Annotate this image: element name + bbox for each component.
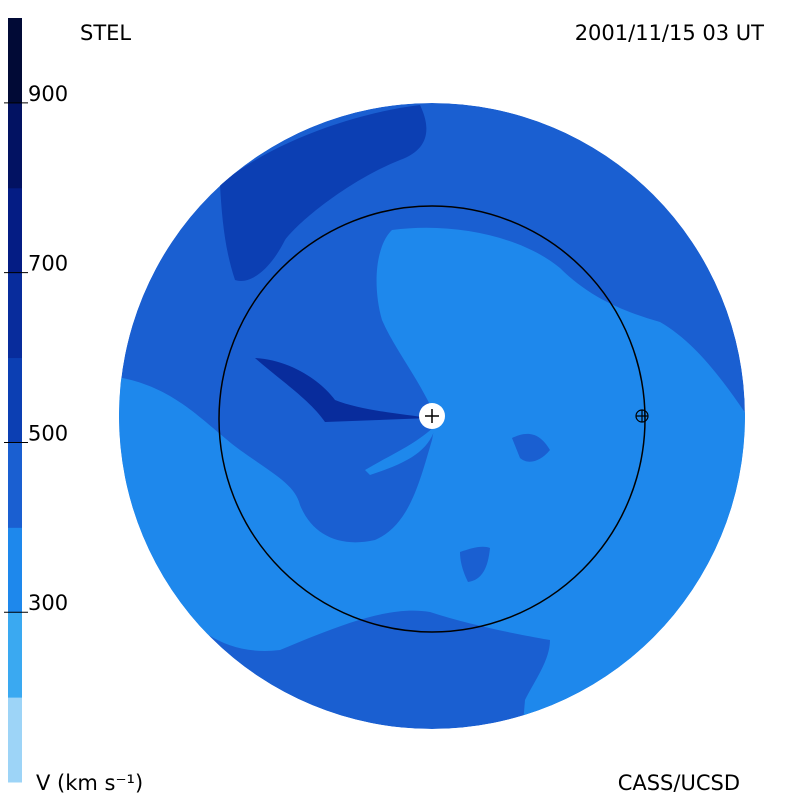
- colorbar-band: [8, 697, 22, 783]
- map-region: [460, 546, 490, 582]
- colorbar-band: [8, 612, 22, 698]
- map-region: [119, 227, 745, 729]
- earth-orbit: [218, 205, 646, 633]
- colorbar-band: [8, 18, 22, 104]
- chart-subtitle: 2001/11/15 03 UT: [575, 21, 764, 45]
- colorbar-band: [8, 272, 22, 359]
- map-region: [255, 358, 430, 422]
- colorbar-tick-label: 500: [28, 421, 68, 445]
- colorbar-tick-label: 700: [28, 252, 68, 276]
- colorbar-band: [8, 527, 22, 613]
- chart-title: STEL: [80, 21, 131, 45]
- earth-cross: [636, 410, 648, 422]
- map-region: [365, 425, 436, 475]
- colorbar-tick-label: 300: [28, 591, 68, 615]
- colorbar-band: [8, 442, 22, 528]
- sun-cross: [425, 409, 439, 423]
- colorbar-band: [8, 187, 22, 274]
- credit: CASS/UCSD: [618, 771, 740, 795]
- colorbar-band: [8, 357, 22, 443]
- colorbar-tick-label: 900: [28, 82, 68, 106]
- map-region: [512, 433, 550, 462]
- map-region: [220, 105, 427, 281]
- colorbar-label: V (km s⁻¹): [36, 771, 143, 795]
- colorbar-band: [8, 102, 22, 189]
- velocity-map: [119, 103, 745, 729]
